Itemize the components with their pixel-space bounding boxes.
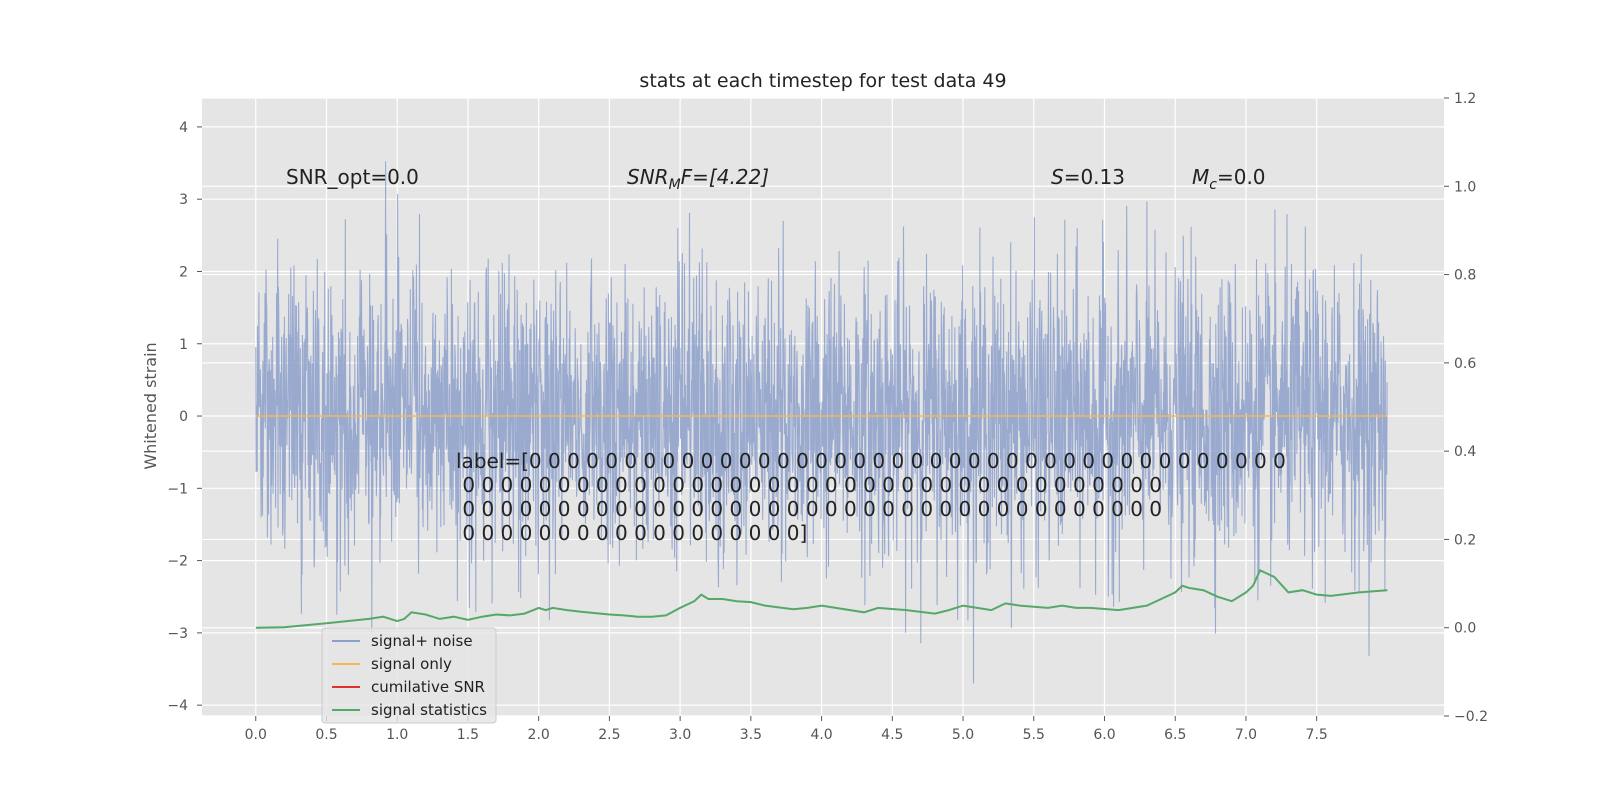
x-tick-label: 3.5 [740,727,762,743]
x-tick-label: 7.0 [1235,727,1257,743]
legend-label-noise: signal+ noise [371,632,473,650]
mc-main: M [1192,165,1209,189]
x-tick-label: 0.5 [315,727,337,743]
legend-label-signal: signal only [371,655,452,673]
x-tick-label: 6.0 [1093,727,1115,743]
series-signal-statistics [255,568,1388,629]
label-array-line: 0 0 0 0 0 0 0 0 0 0 0 0 0 0 0 0 0 0 0 0 … [456,497,1162,521]
x-tick-label: 0.0 [245,727,267,743]
y-tick-label: −4 [167,698,188,714]
chart-title: stats at each timestep for test data 49 [639,70,1006,92]
y-axis-ticks: 4 3 2 1 0 −1 −2 −3 −4 [167,120,202,714]
x-tick-label: 1.0 [386,727,408,743]
y2-tick-label: 1.2 [1454,91,1476,107]
annotation-snr-mf: SNRMF=[4.22] [627,165,769,193]
annotations: SNR_opt=0.0 SNRMF=[4.22] S=0.13 Mc=0.0 l… [286,165,1286,545]
y-tick-label: 0 [179,409,188,425]
statistics-line [255,568,1388,629]
x-tick-label: 2.0 [528,727,550,743]
y2-tick-label: 0.4 [1454,444,1476,460]
series-signal-plus-noise [255,161,1388,684]
x-tick-label: 2.5 [598,727,620,743]
y2-tick-label: 0.6 [1454,356,1476,372]
x-tick-label: 4.0 [810,727,832,743]
y-tick-label: 3 [179,192,188,208]
x-tick-label: 6.5 [1164,727,1186,743]
annotation-mc: Mc=0.0 [1192,165,1266,193]
legend-label-cumulative-snr: cumilative SNR [371,678,485,696]
mc-sub: c [1209,177,1217,193]
label-array-line: label=[0 0 0 0 0 0 0 0 0 0 0 0 0 0 0 0 0… [456,449,1286,473]
y-tick-label: 2 [179,264,188,280]
y-tick-label: 4 [179,120,188,136]
annotation-label-array: label=[0 0 0 0 0 0 0 0 0 0 0 0 0 0 0 0 0… [456,449,1286,545]
y-tick-label: −2 [167,554,188,570]
x-tick-label: 7.5 [1306,727,1328,743]
y2-tick-label: 0.8 [1454,268,1476,284]
snr-mf-rest: F=[4.22] [681,165,769,189]
s-rest: =0.13 [1064,165,1125,189]
y-axis-label: Whitened strain [141,342,160,469]
y2-axis-ticks: 1.2 1.0 0.8 0.6 0.4 0.2 0.0 −0.2 [1444,91,1488,725]
y-tick-label: 1 [179,337,188,353]
x-tick-label: 1.5 [457,727,479,743]
snr-mf-main: SNR [627,165,669,189]
mc-rest: =0.0 [1217,165,1266,189]
legend-label-statistics: signal statistics [371,701,487,719]
y-tick-label: −3 [167,626,188,642]
label-array-line: 0 0 0 0 0 0 0 0 0 0 0 0 0 0 0 0 0 0] [456,521,807,545]
legend: signal+ noise signal only cumilative SNR… [321,627,497,724]
x-tick-label: 3.0 [669,727,691,743]
snr-mf-sub: M [669,177,681,193]
y2-tick-label: 0.2 [1454,532,1476,548]
label-array-line: 0 0 0 0 0 0 0 0 0 0 0 0 0 0 0 0 0 0 0 0 … [456,473,1162,497]
x-axis-ticks: 0.0 0.5 1.0 1.5 2.0 2.5 3.0 3.5 4.0 4.5 5.0 5.5 6.0 6… [245,716,1328,743]
y2-tick-label: 0.0 [1454,621,1476,637]
y2-tick-label: 1.0 [1454,179,1476,195]
y2-tick-label: −0.2 [1454,709,1488,725]
x-tick-label: 5.0 [952,727,974,743]
noise-trace [255,161,1388,684]
annotation-s: S=0.13 [1051,165,1125,189]
x-tick-label: 5.5 [1023,727,1045,743]
x-tick-label: 4.5 [881,727,903,743]
annotation-snr-opt: SNR_opt=0.0 [286,165,419,189]
legend-box [321,627,497,724]
s-italic: S [1051,165,1064,189]
y-tick-label: −1 [167,481,188,497]
